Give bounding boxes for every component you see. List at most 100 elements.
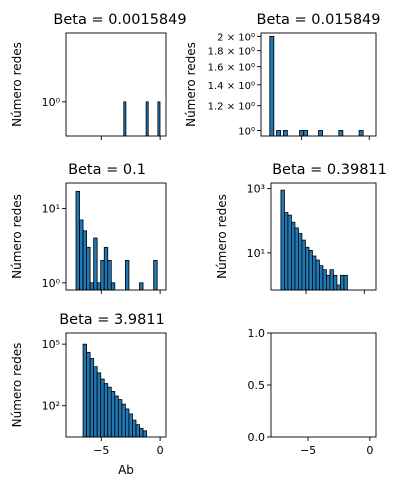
x-axis-label: Ab [118,463,134,477]
subplot-title: Beta = 0.1 [68,162,146,178]
histogram-bar [107,260,112,291]
histogram-bar [280,189,285,291]
histogram-bar [100,260,105,291]
histogram-bar [100,378,105,438]
histogram-bar [139,282,144,291]
histogram-bar [315,259,320,291]
x-tick-label: −5 [300,444,316,457]
histogram-bar [89,358,95,438]
axes-frame [65,32,167,137]
y-axis-label: Número redes [215,194,229,279]
y-tick-label: 1.4 × 10⁰ [208,81,255,92]
axes-frame [270,182,377,291]
subplot-1: 10⁰ Beta = 0.0015849 Número redes [10,12,187,140]
y-tick-label: 10⁰ [42,277,61,290]
histogram-bar [93,366,98,438]
y-tick-label: 0.5 [248,379,266,392]
histogram-bar [86,246,91,291]
histogram-bar [291,221,296,291]
histogram-bar [282,130,288,137]
histogram-bar [301,239,306,291]
histogram-bar [336,284,341,291]
histogram-bar [89,282,95,291]
y-axis-label: Número redes [10,343,24,428]
histogram-bar [153,260,158,291]
histogram-bar [125,260,130,291]
y-tick-label: 1.8 × 10⁰ [208,47,255,58]
histogram-bar [79,219,84,291]
histogram-bar [298,233,303,291]
subplot-5: 10² 10⁵ −5 0 Beta = 3.9811 Número redes Ab [10,312,167,477]
histogram-bar [145,101,149,137]
histogram-bar [128,413,133,438]
histogram-bar [135,424,140,438]
histogram-bar [75,190,80,291]
subplot-4: 10¹ 10³ Beta = 0.39811 Número redes [215,162,387,294]
histogram-bar [338,130,344,137]
histogram-bar [82,343,87,438]
histogram-bar [110,390,116,438]
subplot-6: 0.0 0.5 1.0 −5 0 [248,327,377,457]
histogram-bar [96,282,102,291]
axes-frame [270,332,377,438]
y-axis-label: Número redes [184,42,198,127]
x-tick-label: −5 [93,444,109,457]
histogram-bar [294,227,299,291]
histogram-bar [110,282,116,291]
y-tick-label: 1.6 × 10⁰ [208,63,255,74]
subplot-2: 10⁰ 1.2 × 10⁰ 1.4 × 10⁰ 1.6 × 10⁰ 1.8 × 10⁰ 2… [184,12,381,140]
y-tick-label: 1.0 [248,327,266,340]
histogram-bar [269,35,275,137]
axes-frame [65,182,167,291]
histogram-bar [322,269,327,291]
histogram-bar [318,130,323,137]
y-axis-label: Número redes [10,42,24,127]
y-tick-label: 2 × 10⁰ [217,32,255,43]
histogram-bar [312,255,317,291]
histogram-bar [103,246,109,291]
histogram-bar [305,246,310,291]
y-tick-label: 10⁵ [42,338,60,351]
histogram-bar [358,130,364,137]
x-tick-label: 0 [366,444,373,457]
subplot-title: Beta = 0.0015849 [53,12,186,28]
y-tick-label: 10⁰ [42,96,61,109]
axes-frame [260,32,377,137]
y-tick-label: 10² [42,400,60,413]
y-tick-label: 10¹ [247,247,265,260]
y-tick-label: 10¹ [42,202,60,215]
subplot-title: Beta = 0.015849 [257,12,381,28]
histogram-bar [299,130,305,137]
histogram-bar [333,274,338,291]
histogram-bar [308,249,313,291]
histogram-bar [139,427,144,438]
y-tick-label: 10⁰ [238,126,255,137]
histogram-bar [343,274,348,291]
histogram-bar [117,399,123,438]
histogram-bar [287,214,292,291]
histogram-bar [123,101,127,137]
axes-frame [65,332,167,438]
histogram-bar [303,130,309,137]
y-tick-label: 10³ [247,183,265,196]
histogram-bar [107,386,112,438]
histogram-bar [326,274,331,291]
histogram-bar [276,130,282,137]
histogram-bar [142,430,147,438]
histogram-bar [93,237,98,291]
histogram-bar [114,395,119,438]
histogram-bar [319,265,324,291]
subplot-title: Beta = 3.9811 [59,312,165,328]
histogram-bar [157,101,161,137]
histogram-bar [82,230,87,291]
y-tick-label: 0.0 [248,431,266,444]
histogram-bar [340,274,345,291]
histogram-bar [103,383,109,438]
histogram-bar [125,408,130,438]
subplot-title: Beta = 0.39811 [272,162,387,178]
x-tick-label: 0 [157,444,164,457]
histogram-bar [86,351,91,438]
histogram-bar [284,212,289,291]
histogram-bar [121,403,126,438]
